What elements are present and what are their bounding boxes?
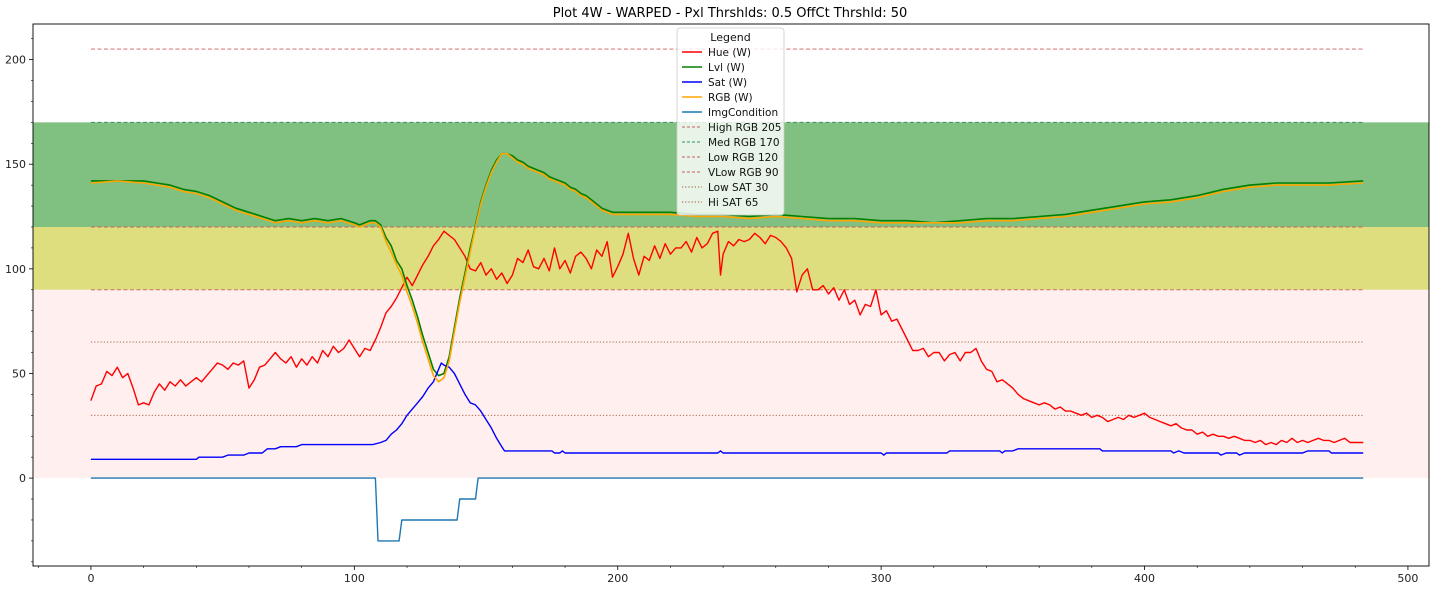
legend-label-1: Lvl (W) [708,62,745,74]
legend-label-10: Hi SAT 65 [708,197,759,209]
y-tick-label-3: 150 [5,158,26,171]
series-line-2 [90,362,1364,460]
x-tick-label-4: 400 [1134,572,1155,585]
band-0 [33,289,1429,479]
legend-label-6: Med RGB 170 [708,137,780,149]
legend-label-4: ImgCondition [708,107,778,119]
legend-label-8: VLow RGB 90 [708,167,779,179]
series-line-3 [90,152,1364,383]
legend-label-7: Low RGB 120 [708,152,778,164]
x-tick-label-3: 300 [871,572,892,585]
plot-area: 0 100 200 300 400 500 0 50 100 150 200 [5,23,1430,585]
x-tick-label-5: 500 [1397,572,1418,585]
legend-label-9: Low SAT 30 [708,182,768,194]
x-tick-label-2: 200 [607,572,628,585]
legend-title: Legend [710,31,750,44]
y-tick-label-2: 100 [5,263,26,276]
y-tick-label-0: 0 [19,472,26,485]
series-line-0 [90,230,1364,446]
legend-label-2: Sat (W) [708,77,747,89]
chart-title: Plot 4W - WARPED - Pxl Thrshlds: 0.5 Off… [553,6,908,21]
legend: Legend Hue (W) Lvl (W) Sat (W) RGB (W) ImgCon… [676,27,785,216]
series-line-4 [90,477,1364,542]
legend-label-3: RGB (W) [708,92,753,104]
legend-label-5: High RGB 205 [708,122,782,134]
plot-frame [32,23,1430,567]
y-tick-label-4: 200 [5,54,26,67]
legend-box [676,27,785,216]
band-1 [33,226,1429,290]
legend-label-0: Hue (W) [708,47,751,59]
x-tick-label-0: 0 [87,572,94,585]
data-layer [33,48,1429,542]
x-tick-label-1: 100 [344,572,365,585]
y-tick-label-1: 50 [12,367,26,380]
